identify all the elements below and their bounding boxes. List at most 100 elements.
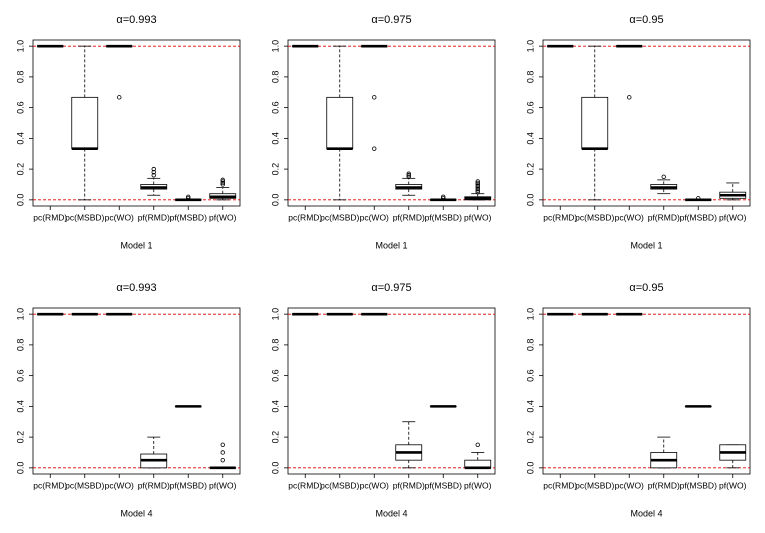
- outlier: [372, 146, 377, 151]
- outlier: [220, 180, 225, 186]
- x-tick-label: pf(RMD): [648, 480, 680, 490]
- y-tick-label: 1.0: [525, 308, 535, 321]
- x-tick-label: pc(WO): [360, 480, 389, 490]
- y-tick-label: 0.8: [270, 339, 280, 352]
- outlier: [696, 196, 701, 201]
- x-tick-label: pc(MSBD): [575, 480, 614, 490]
- y-tick-label: 0.2: [270, 431, 280, 444]
- y-tick-label: 0.2: [15, 163, 25, 176]
- y-tick-label: 0.0: [15, 462, 25, 475]
- x-tick-label: pf(MSBD): [680, 480, 717, 490]
- y-tick-label: 1.0: [15, 308, 25, 321]
- x-tick-label: pf(WO): [209, 212, 237, 222]
- y-tick-label: 0.8: [525, 71, 535, 84]
- y-tick-label: 0.2: [525, 163, 535, 176]
- outlier: [475, 186, 480, 192]
- outlier: [475, 183, 480, 189]
- outlier: [220, 457, 225, 463]
- outlier: [220, 182, 225, 187]
- outlier: [406, 171, 411, 176]
- box: [581, 96, 609, 150]
- x-tick-label: pf(WO): [464, 480, 492, 490]
- outlier: [475, 188, 480, 193]
- x-tick-label: pf(MSBD): [425, 212, 462, 222]
- x-tick-label: pc(MSBD): [320, 212, 359, 222]
- outlier: [151, 169, 156, 175]
- y-tick-label: 0.4: [15, 132, 25, 145]
- box: [71, 96, 99, 150]
- outlier: [186, 194, 191, 199]
- x-tick-label: pf(RMD): [648, 212, 680, 222]
- x-tick-label: pf(WO): [464, 212, 492, 222]
- outlier: [627, 95, 632, 100]
- x-tick-label: pc(RMD): [33, 212, 67, 222]
- x-axis-label: Model 4: [375, 508, 407, 518]
- outlier: [475, 180, 480, 186]
- y-tick-label: 1.0: [525, 40, 535, 53]
- y-tick-label: 0.6: [525, 369, 535, 382]
- outlier: [406, 174, 411, 179]
- y-tick-label: 0.0: [525, 194, 535, 207]
- outlier: [475, 189, 480, 195]
- x-tick-label: pc(WO): [105, 480, 134, 490]
- x-tick-label: pc(RMD): [33, 480, 67, 490]
- x-axis-label: Model 1: [120, 240, 152, 250]
- y-tick-label: 0.4: [525, 132, 535, 145]
- y-tick-label: 0.2: [15, 431, 25, 444]
- panel-title: α=0.95: [629, 282, 663, 294]
- x-tick-label: pc(WO): [615, 480, 644, 490]
- plot-frame: [287, 307, 496, 475]
- plot-frame: [32, 307, 241, 475]
- x-tick-label: pf(RMD): [393, 212, 425, 222]
- x-tick-label: pc(MSBD): [320, 480, 359, 490]
- y-tick-label: 0.4: [270, 132, 280, 145]
- x-tick-label: pc(MSBD): [65, 212, 104, 222]
- outlier: [186, 196, 191, 201]
- plot-frame: [542, 39, 751, 207]
- outlier: [220, 177, 225, 183]
- y-tick-label: 0.4: [270, 400, 280, 413]
- outlier: [117, 95, 122, 100]
- x-tick-label: pc(WO): [360, 212, 389, 222]
- panel-title: α=0.975: [371, 282, 411, 294]
- y-tick-label: 0.0: [270, 462, 280, 475]
- x-tick-label: pf(RMD): [138, 480, 170, 490]
- y-tick-label: 0.0: [270, 194, 280, 207]
- x-axis-label: Model 4: [120, 508, 152, 518]
- x-axis-label: Model 4: [630, 508, 662, 518]
- y-tick-label: 1.0: [270, 308, 280, 321]
- x-tick-label: pc(RMD): [543, 212, 577, 222]
- x-tick-label: pf(MSBD): [170, 212, 207, 222]
- panel-title: α=0.993: [116, 282, 156, 294]
- panel-title: α=0.993: [116, 14, 156, 26]
- y-tick-label: 0.6: [270, 369, 280, 382]
- x-axis-label: Model 1: [630, 240, 662, 250]
- x-tick-label: pc(RMD): [288, 212, 322, 222]
- x-tick-label: pc(MSBD): [65, 480, 104, 490]
- y-tick-label: 0.2: [525, 431, 535, 444]
- y-tick-label: 0.0: [15, 194, 25, 207]
- outlier: [372, 95, 377, 100]
- outlier: [441, 196, 446, 201]
- x-tick-label: pf(MSBD): [425, 480, 462, 490]
- x-tick-label: pf(WO): [719, 212, 747, 222]
- outlier: [475, 442, 480, 447]
- outlier: [661, 174, 666, 179]
- plot-frame: [32, 39, 241, 207]
- outlier: [220, 450, 225, 455]
- y-tick-label: 0.8: [15, 71, 25, 84]
- y-tick-label: 0.8: [270, 71, 280, 84]
- panel-title: α=0.975: [371, 14, 411, 26]
- x-tick-label: pf(RMD): [393, 480, 425, 490]
- y-tick-label: 0.6: [525, 101, 535, 114]
- outlier: [475, 185, 480, 190]
- x-tick-label: pc(RMD): [288, 480, 322, 490]
- x-tick-label: pc(RMD): [543, 480, 577, 490]
- outlier: [151, 173, 156, 178]
